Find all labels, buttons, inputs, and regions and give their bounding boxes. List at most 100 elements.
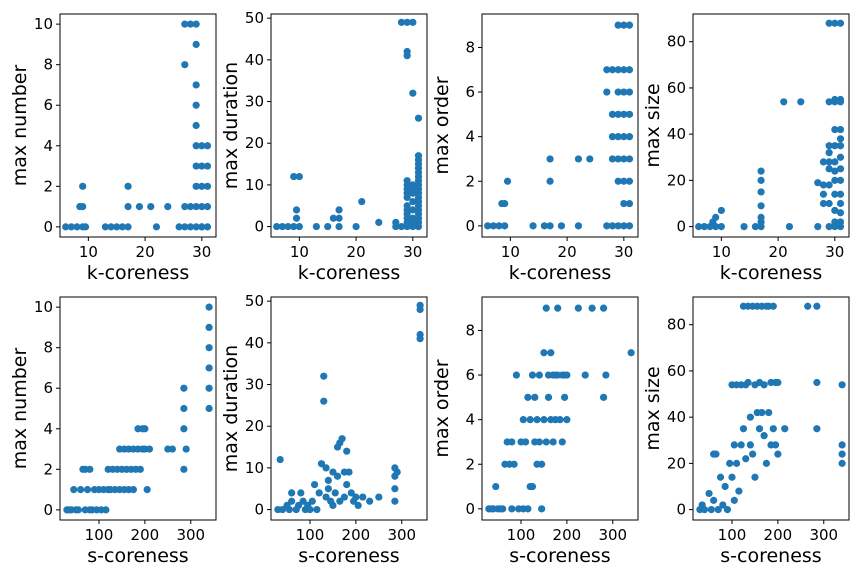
data-point	[495, 222, 503, 230]
data-point	[831, 190, 839, 198]
data-point	[836, 165, 845, 173]
data-point	[181, 223, 189, 231]
y-tick-label: 20	[245, 417, 264, 435]
data-point	[546, 222, 554, 230]
data-point	[625, 199, 634, 208]
data-point	[825, 19, 833, 27]
data-point	[180, 465, 188, 473]
data-point	[831, 142, 839, 150]
data-point	[712, 450, 720, 458]
data-point	[205, 404, 213, 413]
data-point	[198, 182, 206, 190]
data-point	[757, 188, 765, 196]
y-tick-label: 40	[667, 125, 686, 143]
data-point	[521, 438, 530, 446]
x-axis-label: k-coreness	[87, 262, 190, 284]
data-point	[762, 459, 771, 467]
data-point	[757, 213, 765, 221]
data-point	[186, 223, 195, 231]
x-axis-label: k-coreness	[298, 262, 401, 284]
x-tick-label: 100	[85, 526, 114, 544]
data-point	[392, 218, 400, 227]
data-point	[329, 214, 337, 222]
data-point	[825, 181, 833, 189]
data-point	[603, 88, 611, 96]
data-point	[74, 506, 82, 514]
data-point	[77, 485, 85, 494]
y-tick-label: 0	[465, 217, 475, 235]
y-tick-label: 8	[465, 321, 475, 339]
data-point	[317, 460, 326, 468]
data-point	[347, 489, 355, 497]
data-point	[620, 133, 628, 141]
data-point	[403, 222, 411, 231]
data-point	[180, 384, 188, 392]
data-point	[716, 473, 725, 481]
data-point	[397, 18, 406, 26]
y-tick-label: 0	[43, 501, 53, 519]
data-point	[531, 393, 539, 401]
data-point	[603, 66, 611, 74]
data-point	[181, 61, 189, 69]
data-point	[557, 222, 566, 230]
data-point	[508, 505, 516, 513]
y-tick-label: 2	[465, 455, 475, 473]
data-point	[739, 425, 748, 433]
data-point	[489, 222, 497, 230]
data-point	[409, 189, 417, 197]
data-point	[143, 485, 151, 494]
data-point	[831, 223, 839, 231]
data-point	[825, 165, 833, 173]
data-point	[203, 202, 212, 211]
data-point	[614, 66, 622, 74]
data-point	[755, 425, 764, 433]
y-axis-label: max order	[431, 76, 453, 174]
data-point	[746, 413, 754, 421]
data-point	[574, 222, 583, 230]
data-point	[819, 158, 828, 166]
data-point	[310, 480, 319, 489]
data-point	[705, 489, 713, 498]
data-point	[358, 197, 366, 206]
data-point	[181, 20, 189, 28]
data-point	[205, 344, 213, 352]
data-point	[501, 222, 509, 230]
data-points	[63, 303, 213, 514]
y-tick-label: 2	[43, 460, 53, 478]
data-point	[836, 209, 845, 217]
data-point	[308, 497, 316, 505]
data-point	[760, 432, 768, 440]
data-point	[397, 222, 406, 231]
data-point	[278, 222, 286, 231]
data-point	[284, 222, 292, 231]
x-tick-label: 200	[342, 526, 371, 544]
data-point	[86, 465, 94, 473]
y-axis-label: max duration	[220, 62, 242, 189]
data-point	[345, 468, 353, 476]
x-tick-label: 300	[387, 526, 416, 544]
data-points	[696, 302, 846, 514]
data-point	[558, 438, 566, 446]
data-point	[273, 222, 281, 231]
data-point	[726, 459, 734, 467]
subplot-6: 100 200 300 0 10 20 30 40 50 s-coreness max durati…	[220, 292, 428, 567]
data-point	[813, 378, 821, 387]
data-point	[608, 155, 617, 163]
data-point	[608, 133, 617, 141]
data-point	[329, 501, 337, 510]
data-point	[836, 125, 845, 134]
data-point	[352, 493, 360, 501]
data-point	[813, 302, 821, 310]
subplot-4: 10 20 30 0 20 40 60 80 k-coreness max size	[642, 13, 850, 284]
data-point	[192, 81, 200, 89]
data-point	[393, 468, 401, 476]
data-point	[695, 223, 703, 231]
data-point	[180, 425, 188, 433]
x-tick-label: 100	[507, 526, 536, 544]
axes-frame	[59, 296, 217, 521]
data-point	[535, 438, 543, 446]
data-point	[838, 459, 846, 467]
data-point	[836, 135, 845, 143]
data-point	[285, 505, 293, 514]
